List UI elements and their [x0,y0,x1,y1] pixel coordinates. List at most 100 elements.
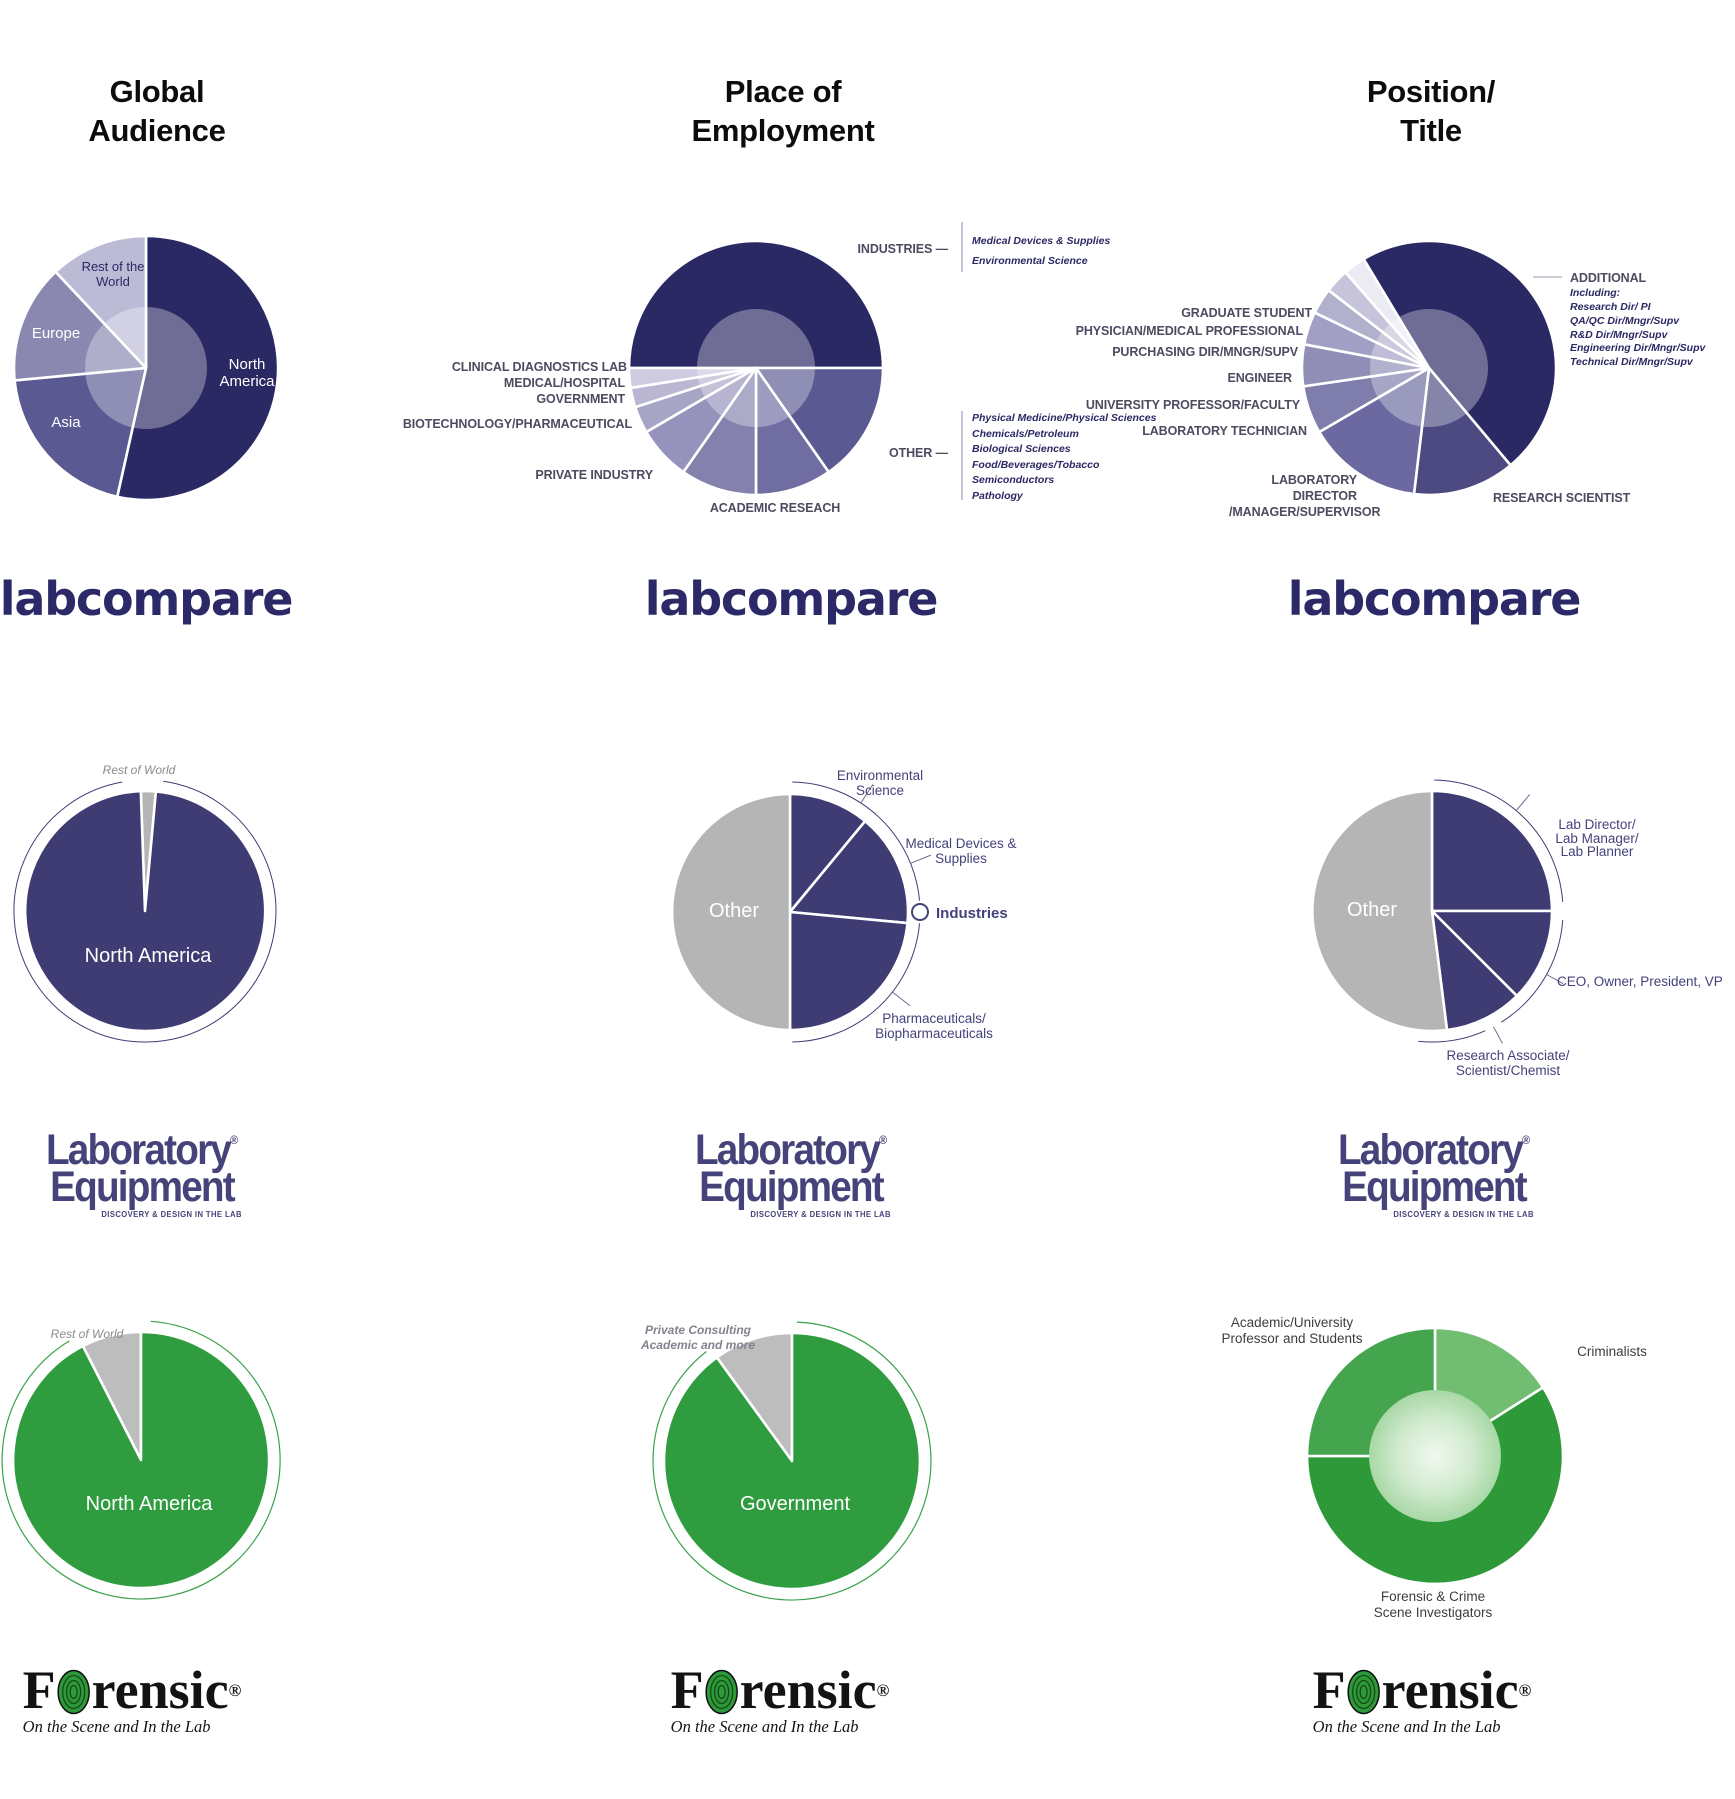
leader-line [1515,794,1531,811]
slice-label-rest-of-world: Rest of World [50,1327,124,1341]
logo-part1: F [670,1660,704,1720]
other-item: Pathology [972,489,1023,502]
slice-label-university-professor: UNIVERSITY PROFESSOR/FACULTY [1085,398,1300,412]
slice-label-criminalists: Criminalists [1577,1344,1647,1359]
registered-mark-icon: ® [1518,1681,1532,1700]
outline-arc [652,1321,932,1601]
slice-label-engineer: ENGINEER [1227,371,1293,385]
registered-mark-icon: ® [228,1681,242,1700]
slice-label-biotechnology-pharmaceutical: BIOTECHNOLOGY/PHARMACEUTICAL [402,417,632,431]
pie-slice [54,234,148,370]
outline-arc [1418,1030,1486,1043]
labcompare-logo: labcompare [0,572,293,626]
slice-label-lab-director: Lab Director/ Lab Manager/ Lab Planner [1555,817,1639,859]
pie-slice [1430,789,1554,913]
slice-label-research-associate: Research Associate/ Scientist/Chemist [1446,1048,1570,1078]
logo-tagline: DISCOVERY & DESIGN IN THE LAB [101,1209,242,1219]
pie-slice [754,366,885,474]
pie-slice [627,239,885,370]
pie-slice [788,819,910,925]
slice-label-physician: PHYSICIAN/MEDICAL PROFESSIONAL [1075,324,1303,338]
slice-label-laboratory-director: LABORATORY DIRECTOR /MANAGER/SUPERVISOR [1229,473,1381,519]
outline-arc [13,780,277,1043]
slice-label-other: Other [1346,899,1398,921]
forensic-logo: F rensic ® On the Scene and In the Lab [23,1662,242,1737]
logo-tagline: DISCOVERY & DESIGN IN THE LAB [1393,1209,1534,1219]
labcompare-logo: labcompare [1287,572,1582,626]
logo-tagline: DISCOVERY & DESIGN IN THE LAB [750,1209,891,1219]
pie-slice [662,1331,922,1591]
registered-mark-icon: ® [879,1133,888,1147]
pie-slice [1344,257,1431,370]
pie-slice [1311,789,1449,1033]
slice-label-north-america: North America [85,1493,213,1515]
logo-line1: Laboratory [694,1126,881,1174]
labcompare-logo: labcompare [644,572,939,626]
pie-chart-labcompare-global-audience [12,234,280,502]
logo-tagline: On the Scene and In the Lab [670,1717,859,1736]
donut-center-overlay [1370,309,1488,427]
slice-label-forensic-crime: Forensic & Crime Scene Investigators [1373,1589,1493,1620]
other-item: Semiconductors [972,474,1055,486]
donut-center-overlay [697,309,815,427]
leader-line [910,854,932,864]
logo-line1: Laboratory [1337,1126,1524,1174]
logo-tagline: On the Scene and In the Lab [1312,1717,1501,1736]
additional-item: Engineering Dir/Mngr/Supv [1570,342,1706,355]
other-item: Physical Medicine/Physical Sciences [972,412,1157,424]
slice-label-rest-of-world: Rest of World [102,763,176,777]
logo-part2: rensic [1381,1660,1519,1720]
additional-item: Research Dir/ PI [1570,301,1651,313]
pie-slice [13,366,148,499]
slice-label-rest-of-world: Rest of the World [81,259,145,289]
pie-slice [1318,366,1431,496]
outline-arc [792,923,920,1043]
legend-label-industries: Industries [936,905,1008,922]
additional-item: Technical Dir/Mngr/Supv [1570,356,1693,369]
leader-line [892,991,911,1006]
logo-line1: Laboratory [45,1126,232,1174]
other-item: Food/Beverages/Tobacco [972,458,1100,471]
slice-label-medical-hospital: MEDICAL/HOSPITAL [503,376,625,390]
registered-mark-icon: ® [1522,1133,1531,1147]
registered-mark-icon: ® [230,1133,239,1147]
pie-slice [682,366,758,497]
logo-tagline: On the Scene and In the Lab [22,1717,211,1736]
outline-arc [1,1320,281,1600]
laboratory-equipment-logo: Laboratory® Equipment DISCOVERY & DESIGN… [688,1122,895,1220]
slice-label-laboratory-technician: LABORATORY TECHNICIAN [1142,424,1307,438]
column-header-place-of-employment: Place of Employment [691,74,875,148]
slice-label-academic-university: Academic/University Professor and Studen… [1221,1315,1363,1346]
pie-chart-forensic-place-of-employment [652,1321,932,1601]
slice-label-private-industry: PRIVATE INDUSTRY [535,468,653,482]
fingerprint-icon [1347,1669,1380,1715]
pie-slice [754,366,830,497]
slice-label-north-america: North America [219,356,275,390]
slice-label-graduate-student: GRADUATE STUDENT [1181,306,1312,320]
slice-label-purchasing: PURCHASING DIR/MNGR/SUPV [1112,345,1298,359]
column-header-position-title: Position/ Title [1366,74,1496,148]
logo-line2: Equipment [50,1163,236,1211]
pie-slice [627,366,758,390]
pie-chart-forensic-global-audience [1,1320,281,1600]
slice-label-private-consulting: Private Consulting Academic and more [640,1323,756,1352]
other-item: Chemicals/Petroleum [972,427,1079,440]
outline-arc [1434,779,1564,902]
slice-label-clinical-diagnostics-lab: CLINICAL DIAGNOSTICS LAB [451,360,627,374]
pie-slice [670,792,792,1032]
pie-chart-forensic-position-title [1305,1326,1565,1586]
pie-chart-labcompare-position-title [1300,239,1562,497]
logo-part2: rensic [91,1660,229,1720]
logo-part1: F [1312,1660,1346,1720]
additional-item-list: Research Dir/ PI QA/QC Dir/Mngr/Supv R&D… [1570,301,1705,370]
pie-slice [788,792,867,914]
slice-label-environmental-science: Environmental Science [836,768,924,798]
industries-item-list: Medical Devices & Supplies Environmental… [972,231,1110,271]
pie-chart-labequipment-place-of-employment [670,781,932,1043]
slice-label-research-scientist: RESEARCH SCIENTIST [1493,491,1631,505]
pie-slice [23,789,267,1033]
laboratory-equipment-logo: Laboratory® Equipment DISCOVERY & DESIGN… [1331,1122,1538,1220]
forensic-logo: F rensic ® On the Scene and In the Lab [1313,1662,1532,1737]
